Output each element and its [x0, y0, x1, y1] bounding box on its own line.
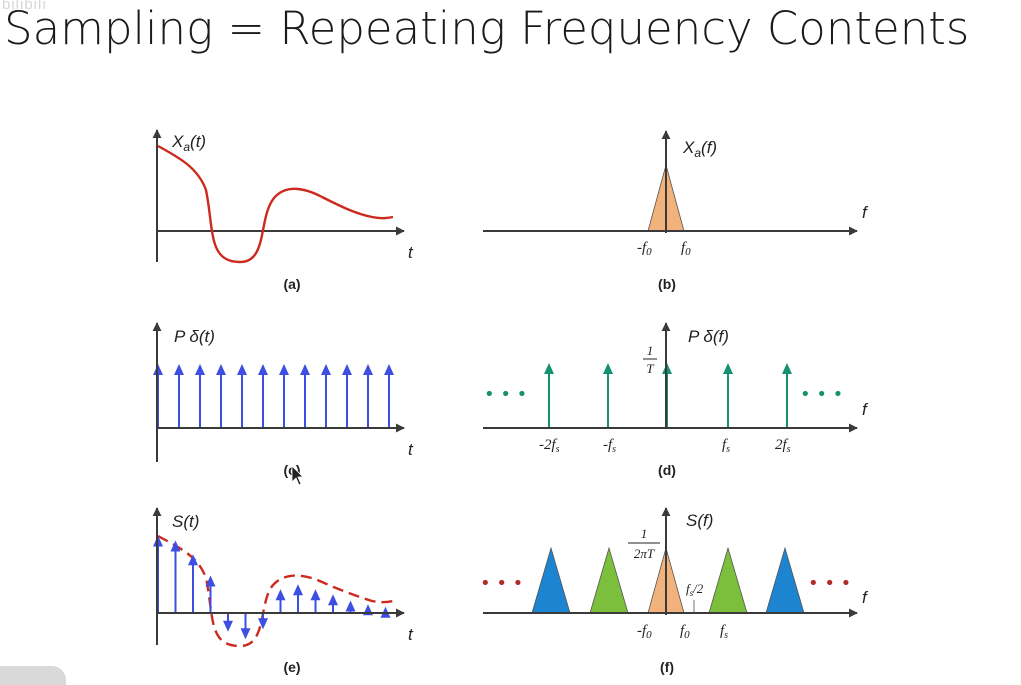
panel-d-xlabel: f: [862, 400, 869, 419]
panel-a-xlabel: t: [408, 243, 414, 262]
panel-f-tick-fs: fs: [720, 623, 728, 641]
panel-d-tick-2fs: 2fs: [775, 437, 791, 455]
panel-e-sample: [170, 540, 181, 613]
slide-title: Sampling = Repeating Frequency Contents: [4, 2, 970, 55]
panel-b-caption: (b): [658, 276, 676, 292]
panel-b-tick-f0: f0: [681, 240, 691, 258]
panel-e-sample: [223, 613, 233, 632]
panel-c-impulse: [216, 364, 226, 428]
panel-e-sample: [310, 589, 321, 613]
panel-f-half-fs: fs/2: [686, 581, 704, 598]
panel-d-tick-neg-2fs: -2fs: [539, 437, 560, 455]
panel-f-height-num: 1: [641, 526, 648, 541]
panel-e-sample: [188, 554, 198, 613]
panel-f-xlabel: f: [862, 588, 869, 607]
panel-a-signal-curve: [157, 144, 394, 264]
panel-c: P δ(t) t (c): [152, 322, 414, 486]
panel-c-impulse: [342, 364, 352, 428]
panel-f-caption: (f): [660, 659, 674, 675]
panel-e-sample: [240, 613, 251, 640]
panel-c-impulse: [237, 364, 247, 428]
panel-d-impulse: [723, 363, 733, 428]
panel-e-sample: [345, 600, 356, 613]
panel-e-sample: [328, 594, 338, 613]
panel-f-dots-right: • • •: [808, 573, 851, 594]
panel-c-impulse: [195, 364, 205, 428]
panel-d-height-den: T: [646, 361, 654, 376]
panel-e: S(t) t (e): [152, 507, 414, 675]
panel-d-impulse: [544, 363, 554, 428]
panel-c-impulse: [321, 364, 331, 428]
panel-d-impulse: [782, 363, 792, 428]
panel-c-impulse: [258, 364, 268, 428]
panel-e-caption: (e): [283, 659, 300, 675]
mouse-cursor-icon: [291, 465, 304, 486]
panel-d-tick-fs: fs: [722, 437, 730, 455]
panel-d-impulses: [544, 363, 792, 428]
panel-d-dots-left: • • •: [484, 384, 527, 405]
corner-overlay: [0, 666, 66, 685]
panel-c-impulse: [279, 364, 289, 428]
panel-c-impulse: [174, 364, 184, 428]
panel-b-xlabel: f: [862, 203, 869, 222]
panel-b: Xa(f) f -f0 f0 (b): [483, 130, 869, 292]
panel-e-sample: [205, 575, 216, 613]
panel-a-caption: (a): [283, 276, 300, 292]
panel-c-ylabel: P δ(t): [174, 327, 215, 346]
panel-c-impulses: [153, 364, 394, 428]
panel-f-spectrum-copy-neg2: [531, 546, 571, 614]
panel-f-spectrum-copy-pos1: [708, 546, 748, 614]
panel-f-height-den: 2πT: [634, 546, 655, 561]
panel-f-tick-neg-f0: -f0: [637, 623, 652, 641]
panel-d-dots-right: • • •: [800, 384, 843, 405]
panel-c-xlabel: t: [408, 440, 414, 459]
panel-f-ylabel: S(f): [686, 511, 713, 530]
panel-d-tick-neg-fs: -fs: [603, 437, 616, 455]
panel-c-impulse: [384, 364, 394, 428]
panel-f-spectrum-copy-neg1: [589, 546, 629, 614]
panel-e-xlabel: t: [408, 625, 414, 644]
panel-e-sample: [293, 584, 303, 613]
panel-f: S(f) f 1 2πT fs/2 • • • • • • -f0 f0 fs …: [480, 507, 869, 675]
panel-c-impulse: [300, 364, 310, 428]
watermark: bilibili: [2, 0, 47, 13]
panel-e-sample: [258, 613, 268, 630]
panel-e-ylabel: S(t): [172, 512, 199, 531]
panel-e-envelope-dashed: [157, 534, 394, 648]
panel-d-impulse: [603, 363, 613, 428]
panel-d-ylabel: P δ(f): [688, 327, 729, 346]
panel-a-ylabel: Xa(t): [171, 132, 206, 154]
panel-f-tick-f0: f0: [680, 623, 690, 641]
panel-f-dots-left: • • •: [480, 573, 523, 594]
panel-e-sample: [275, 589, 286, 613]
panel-a: Xa(t) t (a): [152, 129, 414, 292]
panel-f-spectrum-copy-pos2: [765, 546, 805, 614]
panel-b-ylabel: Xa(f): [682, 138, 717, 160]
panel-d-caption: (d): [658, 462, 676, 478]
panel-b-tick-neg-f0: -f0: [637, 240, 652, 258]
panel-d-height-num: 1: [647, 343, 654, 358]
panel-c-impulse: [363, 364, 373, 428]
panel-d: P δ(f) f 1 T • • • • • • -2fs -fs fs 2fs…: [483, 322, 869, 478]
